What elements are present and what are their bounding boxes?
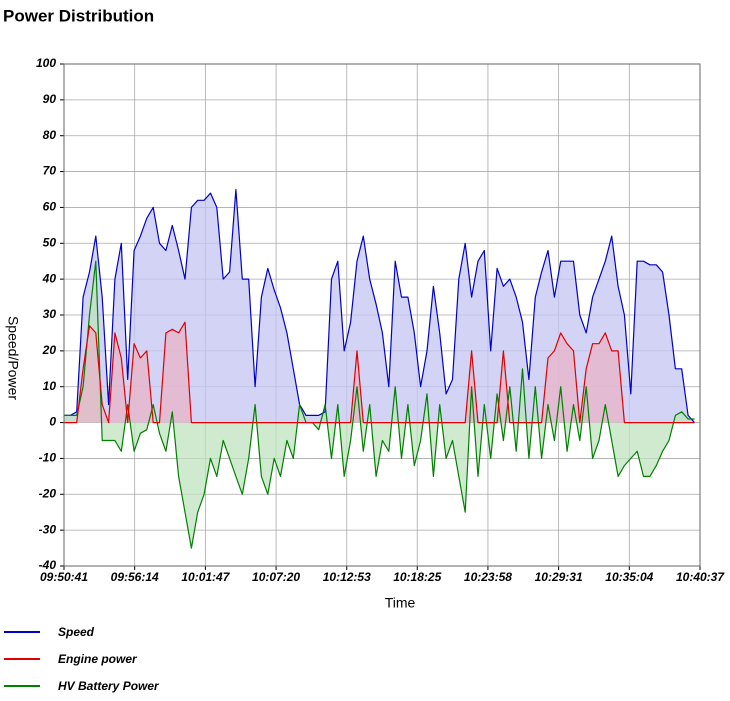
series-line	[64, 188, 695, 423]
y-axis-label: Speed/Power	[5, 316, 21, 400]
y-tick-label: 50	[43, 235, 57, 249]
series-line	[64, 321, 695, 424]
y-tick-label: 10	[43, 379, 57, 393]
y-tick-label: 40	[42, 271, 57, 285]
y-tick-label: 20	[42, 343, 57, 357]
x-tick-label: 09:56:14	[111, 570, 159, 584]
series-line	[64, 260, 695, 549]
y-tick-label: 0	[49, 415, 56, 429]
legend-label: Engine power	[58, 652, 138, 666]
area-fill	[64, 189, 695, 423]
x-tick-label: 10:35:04	[605, 570, 653, 584]
y-tick-label: -40	[39, 558, 57, 572]
legend-label: Speed	[58, 625, 95, 639]
x-tick-label: 10:01:47	[181, 570, 230, 584]
y-tick-label: 30	[43, 307, 57, 321]
x-axis-label: Time	[385, 595, 416, 611]
x-tick-label: 10:40:37	[676, 570, 725, 584]
y-tick-label: 100	[36, 56, 56, 70]
chart-title: Power Distribution	[3, 6, 154, 25]
x-tick-label: 10:23:58	[464, 570, 512, 584]
plot-border	[63, 63, 701, 567]
x-tick-label: 10:29:31	[535, 570, 583, 584]
y-tick-label: -30	[39, 522, 57, 536]
x-tick-label: 10:07:20	[252, 570, 300, 584]
x-tick-label: 10:18:25	[393, 570, 441, 584]
area-fill	[64, 322, 695, 423]
x-tick-label: 09:50:41	[40, 570, 88, 584]
y-tick-label: -20	[39, 486, 57, 500]
legend-label: HV Battery Power	[58, 679, 160, 693]
y-tick-label: 60	[43, 200, 57, 214]
y-tick-label: 70	[43, 164, 57, 178]
y-tick-label: 80	[43, 128, 57, 142]
y-tick-label: -10	[39, 451, 57, 465]
x-tick-label: 10:12:53	[323, 570, 371, 584]
y-tick-label: 90	[43, 92, 57, 106]
